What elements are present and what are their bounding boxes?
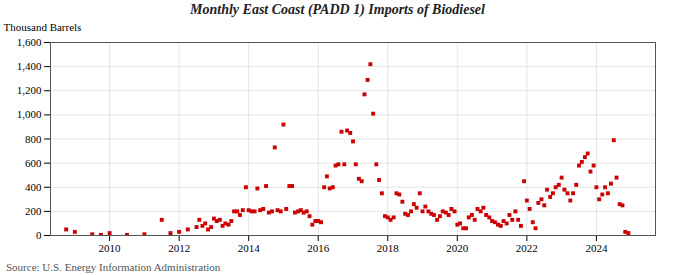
svg-text:800: 800 (25, 133, 42, 145)
svg-text:2016: 2016 (307, 242, 330, 254)
svg-text:1,600: 1,600 (17, 36, 42, 48)
svg-text:400: 400 (25, 181, 42, 193)
svg-text:2024: 2024 (585, 242, 608, 254)
svg-text:2014: 2014 (238, 242, 260, 254)
svg-text:1,400: 1,400 (17, 60, 42, 72)
svg-text:1,000: 1,000 (17, 108, 42, 120)
svg-text:2010: 2010 (99, 242, 122, 254)
svg-text:0: 0 (36, 229, 42, 241)
svg-text:2020: 2020 (446, 242, 469, 254)
svg-text:200: 200 (25, 205, 42, 217)
html-text:Source: U.S. Energy Informatio: Source: U.S. Energy Information Administ… (6, 261, 221, 273)
svg-text:2018: 2018 (377, 242, 400, 254)
svg-text:600: 600 (25, 157, 42, 169)
html-text:Monthly East Coast (PADD 1) Im: Monthly East Coast (PADD 1) Imports of B… (190, 2, 485, 17)
svg-text:2022: 2022 (516, 242, 538, 254)
svg-text:1,200: 1,200 (17, 84, 42, 96)
svg-text:2012: 2012 (168, 242, 190, 254)
svg-text:Thousand Barrels: Thousand Barrels (4, 21, 82, 33)
